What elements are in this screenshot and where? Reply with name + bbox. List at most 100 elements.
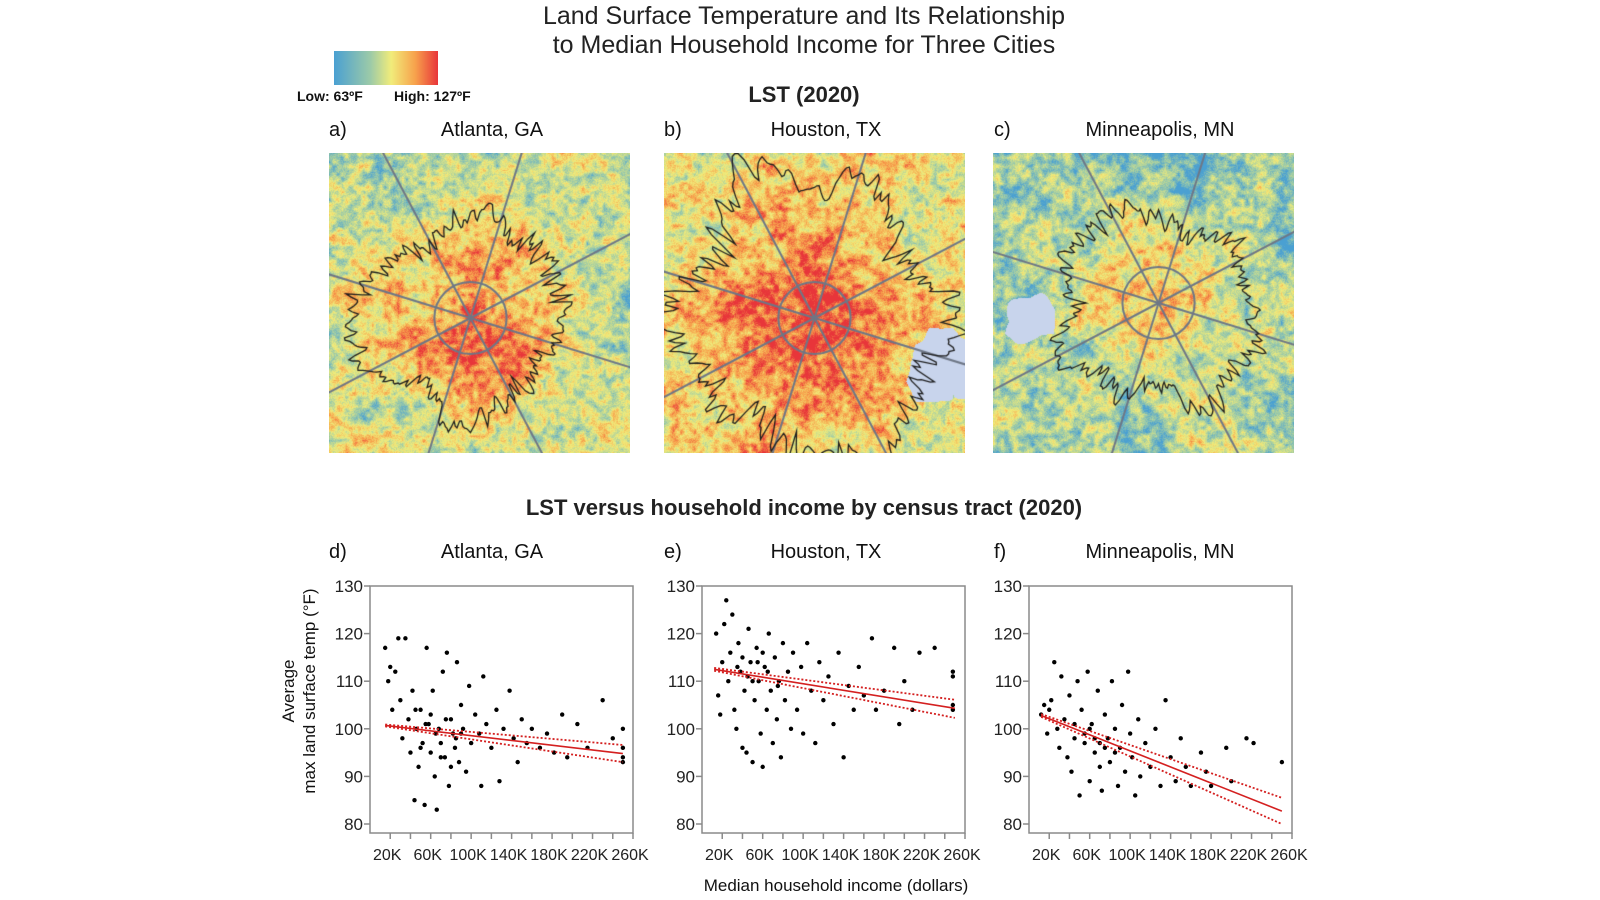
confidence-band-lower (385, 725, 624, 764)
panel-label-e: e) (664, 541, 682, 563)
data-point (418, 707, 423, 712)
data-point (873, 707, 879, 712)
data-point (382, 645, 388, 651)
data-point (800, 731, 806, 736)
data-point (1089, 721, 1094, 727)
x-tick-label: 60K (413, 847, 442, 864)
data-point (766, 631, 771, 636)
data-point (428, 750, 433, 755)
data-point (1052, 659, 1057, 665)
data-point (734, 726, 739, 731)
data-point (423, 721, 428, 727)
data-point (724, 598, 729, 603)
data-point (772, 655, 778, 660)
data-point (390, 707, 395, 712)
data-point (1112, 726, 1118, 731)
data-point (1067, 693, 1072, 698)
y-tick-label: 100 (667, 720, 695, 739)
y-tick-label: 80 (676, 815, 695, 834)
regression-line (1040, 714, 1283, 812)
data-point (836, 650, 841, 655)
x-tick-label: 100K (449, 847, 487, 864)
data-point (1107, 759, 1113, 765)
data-point (1183, 764, 1188, 770)
data-point (778, 755, 784, 760)
data-point (821, 698, 826, 703)
data-point (752, 698, 757, 703)
data-point (507, 688, 512, 693)
x-tick-label: 220K (1230, 847, 1268, 864)
data-point (565, 755, 570, 760)
data-point (831, 721, 836, 727)
data-point (730, 612, 735, 617)
data-point (1119, 702, 1125, 708)
data-point (501, 726, 506, 731)
data-point (826, 674, 831, 679)
data-point (1153, 726, 1158, 731)
data-point (740, 745, 745, 751)
data-point (897, 721, 902, 727)
data-point (758, 731, 763, 736)
map-title-minneapolis: Minneapolis, MN (1085, 119, 1235, 141)
data-point (515, 759, 520, 765)
data-point (460, 726, 466, 731)
data-point (444, 650, 450, 655)
houston-lst-map (664, 153, 965, 453)
data-point (1251, 740, 1256, 746)
regression-line (385, 724, 623, 755)
data-point (406, 717, 411, 722)
figure-title-line2: to Median Household Income for Three Cit… (552, 31, 1056, 59)
data-point (448, 717, 454, 722)
lst-color-legend (334, 51, 438, 85)
data-point (1059, 674, 1064, 679)
data-point (432, 774, 437, 779)
y-tick-label: 120 (335, 625, 363, 644)
chart-title-houston: Houston, TX (770, 541, 882, 563)
data-point (511, 736, 516, 741)
data-point (1082, 740, 1087, 746)
data-point (765, 669, 770, 674)
data-point (620, 745, 626, 751)
y-tick-label: 130 (335, 577, 363, 596)
data-point (744, 750, 749, 755)
data-point (1069, 769, 1074, 774)
data-point (463, 769, 469, 774)
data-point (479, 783, 484, 789)
data-point (750, 759, 755, 765)
data-point (434, 807, 439, 812)
data-point (748, 659, 753, 665)
data-point (489, 745, 494, 751)
panel-label-b: b) (664, 119, 682, 141)
data-point (1062, 717, 1067, 722)
data-point (1143, 740, 1148, 746)
data-point (386, 679, 391, 684)
data-point (768, 688, 773, 693)
data-point (902, 679, 907, 684)
x-tick-label: 60K (745, 847, 774, 864)
data-point (1198, 750, 1204, 755)
data-point (785, 669, 791, 674)
data-point (881, 688, 887, 693)
y-tick-label: 130 (667, 577, 695, 596)
data-point (440, 669, 446, 674)
data-point (1065, 755, 1070, 760)
data-point (454, 659, 460, 665)
data-point (917, 650, 922, 655)
data-point (1138, 774, 1143, 779)
data-point (1045, 731, 1050, 736)
legend-low-label: Low: 63ºF (297, 88, 363, 104)
data-point (950, 702, 956, 708)
x-tick-label: 140K (1149, 847, 1187, 864)
data-point (519, 717, 524, 722)
data-point (473, 712, 478, 717)
x-tick-label: 260K (943, 847, 981, 864)
data-point (715, 693, 721, 698)
y-tick-label: 90 (1003, 767, 1022, 786)
data-point (1112, 750, 1118, 755)
data-point (494, 707, 499, 712)
plot-frame (1028, 585, 1293, 834)
data-point (575, 721, 580, 727)
data-point (410, 688, 415, 693)
data-point (1041, 702, 1047, 708)
